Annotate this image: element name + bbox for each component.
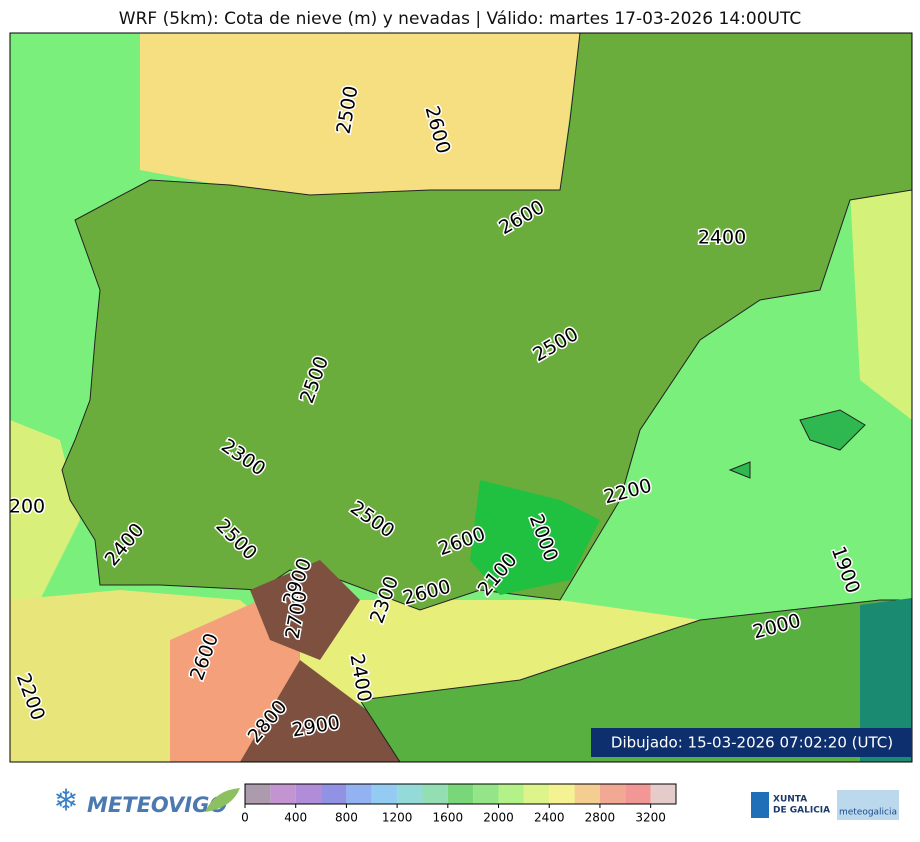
colorbar-segment (245, 784, 271, 804)
colorbar-frame (244, 783, 677, 805)
meteogalicia-badge (837, 790, 899, 820)
contour-label: 2400 (698, 227, 746, 249)
sea-zone (10, 420, 80, 640)
colorbar-segment (625, 784, 651, 804)
xunta-logo: XUNTA (773, 795, 807, 805)
meteovigo-logo: METEOVIGO (87, 793, 227, 817)
map-frame (9, 32, 913, 763)
colorbar-tick-label: 2400 (534, 811, 565, 825)
sea-zone (140, 33, 580, 200)
colorbar-segment (270, 784, 296, 804)
leaf-icon (205, 788, 240, 812)
land-zone (240, 660, 400, 762)
colorbar-segment (574, 784, 600, 804)
meteogalicia-logo: meteogalicia (839, 808, 897, 818)
colorbar-segment (397, 784, 423, 804)
colorbar-segment (523, 784, 550, 804)
timestamp: Dibujado: 15-03-2026 07:02:20 (UTC) (611, 734, 893, 752)
land (61, 33, 912, 611)
colorbar-segment (321, 784, 347, 804)
xunta-logo-sub: DE GALICIA (773, 806, 830, 816)
timestamp-box (591, 728, 912, 757)
colorbar-tick-label: 2800 (585, 811, 616, 825)
colorbar-segment (295, 784, 322, 804)
map-title: WRF (5km): Cota de nieve (m) y nevadas |… (119, 9, 801, 29)
sea-zone (850, 180, 912, 420)
colorbar-segment (549, 784, 575, 804)
snowflake-icon: ❄ (53, 784, 78, 819)
colorbar-tick-label: 1200 (382, 811, 413, 825)
island (728, 461, 751, 479)
colorbar-segment (346, 784, 372, 804)
land-zone (250, 560, 360, 660)
colorbar-tick-label: 2000 (483, 811, 514, 825)
colorbar-tick-label: 3200 (635, 811, 666, 825)
land (359, 599, 912, 762)
colorbar-tick-label: 400 (284, 811, 307, 825)
colorbar-segment (473, 784, 499, 804)
land-zone (860, 598, 912, 762)
colorbar-segment (371, 784, 398, 804)
colorbar-tick-label: 0 (241, 811, 249, 825)
xunta-icon (751, 792, 769, 818)
land-zone (470, 480, 600, 595)
colorbar-segment (599, 784, 626, 804)
contour-label: 200 (9, 496, 45, 518)
colorbar-segment (650, 784, 676, 804)
island (799, 409, 866, 451)
colorbar-segment (498, 784, 524, 804)
colorbar-segment (447, 784, 474, 804)
colorbar-tick-label: 1600 (433, 811, 464, 825)
colorbar-tick-label: 800 (335, 811, 358, 825)
colorbar-segment (422, 784, 448, 804)
